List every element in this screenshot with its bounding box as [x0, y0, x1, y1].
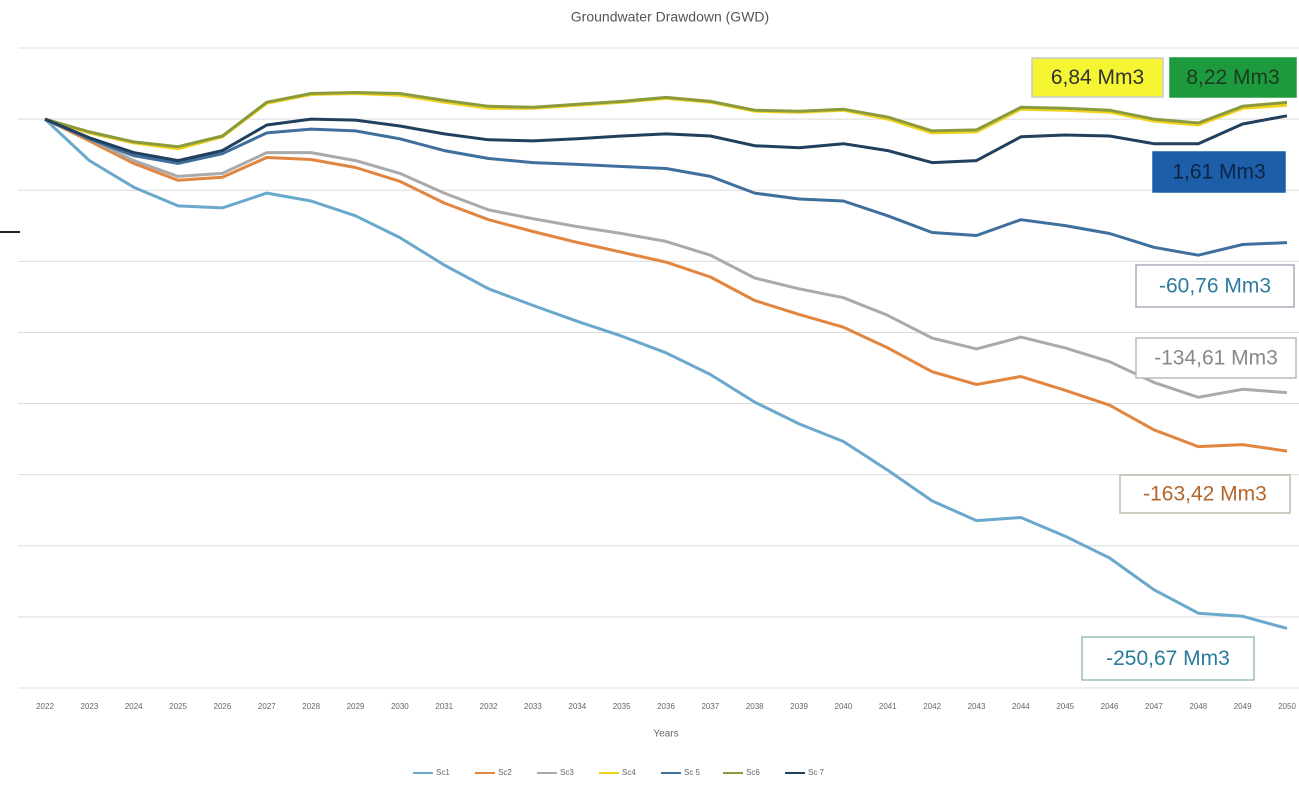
series-line — [44, 117, 1288, 257]
value-label: 8,22 Mm3 — [1186, 66, 1279, 89]
legend-label: Sc 5 — [684, 768, 701, 777]
value-label-box — [1031, 57, 1164, 98]
x-tick-label: 2049 — [1234, 702, 1252, 711]
value-label: -250,67 Mm3 — [1106, 647, 1230, 670]
series-line — [44, 117, 1288, 453]
value-label-box — [1119, 474, 1291, 514]
chart-title: Groundwater Drawdown (GWD) — [571, 9, 769, 25]
legend-label: Sc2 — [498, 768, 512, 777]
x-tick-label: 2048 — [1189, 702, 1207, 711]
x-tick-label: 2036 — [657, 702, 675, 711]
x-tick-label: 2033 — [524, 702, 542, 711]
x-tick-label: 2023 — [80, 702, 98, 711]
series-line — [44, 91, 1288, 149]
series-line — [43, 118, 1288, 630]
value-label-box — [1135, 337, 1297, 379]
series-line — [44, 117, 1288, 399]
value-label: -163,42 Mm3 — [1143, 483, 1267, 506]
x-tick-label: 2040 — [835, 702, 853, 711]
x-tick-label: 2034 — [568, 702, 586, 711]
x-tick-label: 2022 — [36, 702, 54, 711]
x-tick-label: 2038 — [746, 702, 764, 711]
legend-label: Sc6 — [746, 768, 760, 777]
x-tick-label: 2047 — [1145, 702, 1163, 711]
legend-label: Sc3 — [560, 768, 574, 777]
value-label-box — [1169, 57, 1297, 98]
x-tick-label: 2050 — [1278, 702, 1296, 711]
x-tick-label: 2035 — [613, 702, 631, 711]
x-tick-label: 2032 — [480, 702, 498, 711]
x-tick-label: 2031 — [435, 702, 453, 711]
series-line — [44, 114, 1288, 165]
x-tick-label: 2045 — [1056, 702, 1074, 711]
legend-label: Sc 7 — [808, 768, 825, 777]
x-tick-label: 2044 — [1012, 702, 1030, 711]
x-tick-label: 2037 — [701, 702, 719, 711]
x-tick-label: 2025 — [169, 702, 187, 711]
value-label: -134,61 Mm3 — [1154, 347, 1278, 370]
x-tick-label: 2042 — [923, 702, 941, 711]
x-tick-label: 2024 — [125, 702, 143, 711]
x-tick-label: 2041 — [879, 702, 897, 711]
value-label: 1,61 Mm3 — [1172, 161, 1265, 184]
x-tick-label: 2029 — [347, 702, 365, 711]
value-label: -60,76 Mm3 — [1159, 275, 1271, 298]
value-label-box — [1081, 636, 1255, 681]
x-tick-label: 2046 — [1101, 702, 1119, 711]
x-tick-label: 2030 — [391, 702, 409, 711]
x-tick-label: 2028 — [302, 702, 320, 711]
x-tick-label: 2026 — [214, 702, 232, 711]
legend-label: Sc4 — [622, 768, 636, 777]
x-axis-label: Years — [653, 729, 678, 740]
legend-label: Sc1 — [436, 768, 450, 777]
value-label: 6,84 Mm3 — [1051, 66, 1144, 89]
x-tick-label: 2039 — [790, 702, 808, 711]
x-tick-label: 2043 — [968, 702, 986, 711]
x-tick-label: 2027 — [258, 702, 276, 711]
value-label-box — [1135, 264, 1295, 308]
value-label-box — [1152, 151, 1286, 193]
